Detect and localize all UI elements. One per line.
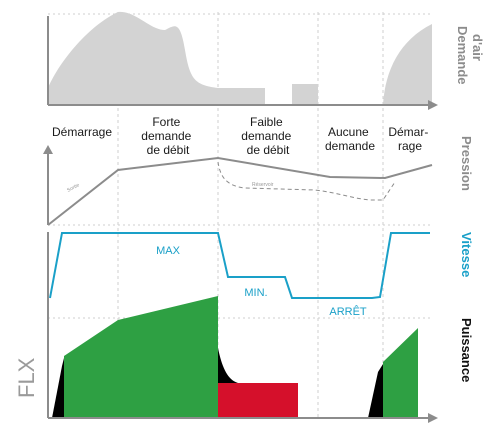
- phase-high-demand-label: Forte demande de débit: [141, 115, 194, 157]
- air-demand-axis: [47, 16, 438, 110]
- phase-low-demand-label: Faible demande de débit: [241, 115, 294, 157]
- power-ramp-down: [218, 348, 238, 383]
- pressure-axis: [43, 145, 53, 225]
- pressure-dashed-tag: Réservoir: [252, 182, 274, 188]
- air-demand-row-label: Demande d'air: [455, 26, 485, 88]
- air-demand-restart-area: [383, 24, 432, 105]
- phase-restart-label: Démar- rage: [388, 125, 431, 153]
- phase-startup-label: Démarrage: [52, 125, 112, 139]
- air-demand-area: [48, 11, 265, 105]
- phase-no-demand-label: Aucune demande: [325, 125, 375, 153]
- power-restart-spike: [368, 364, 383, 418]
- flx-logo: FLX: [14, 357, 39, 398]
- power-row-label: Puissance: [459, 318, 474, 382]
- power-restart-area: [383, 328, 418, 418]
- main-axis: [47, 232, 438, 423]
- speed-line: [49, 232, 430, 299]
- speed-min-label: MIN.: [244, 287, 267, 299]
- row-separators: [48, 13, 432, 319]
- speed-row-label: Vitesse: [459, 232, 474, 277]
- power-high-demand-area: [64, 296, 218, 418]
- speed-max-label: MAX: [156, 245, 181, 257]
- tank-pressure-dashed-line: [217, 161, 396, 201]
- power-startup-spike: [52, 358, 64, 418]
- power-low-demand-block: [218, 383, 298, 418]
- speed-stop-label: ARRÊT: [329, 305, 367, 318]
- pressure-line-tag: Sortie: [66, 182, 81, 194]
- pressure-row-label: Pression: [459, 136, 474, 191]
- air-demand-blip: [292, 84, 318, 105]
- pressure-line: [47, 156, 433, 226]
